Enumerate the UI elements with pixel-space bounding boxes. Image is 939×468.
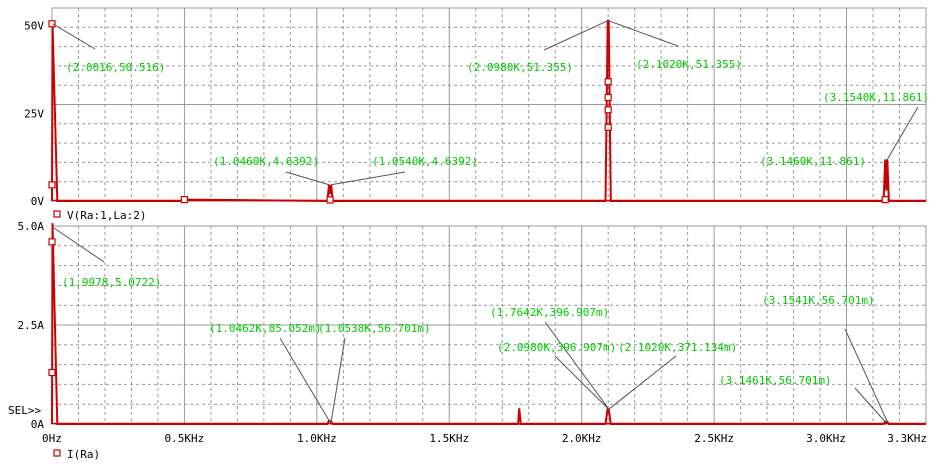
data-label: (3.1461K,56.701m) xyxy=(719,374,832,387)
x-axis-ticks: 0Hz 0.5KHz 1.0KHz 1.5KHz 2.0KHz 2.5KHz 3.0KHz 3… xyxy=(42,432,927,445)
annotation-leader xyxy=(52,23,96,50)
data-marker xyxy=(180,195,189,204)
voltage-panel: (2.0016,50.516) (2.0980K,51.355) (2.1020K,… xyxy=(24,7,929,222)
y-tick-label: 25V xyxy=(24,107,44,120)
data-label: (1.9978,5.0722) xyxy=(62,276,161,289)
x-tick-label: 0.5KHz xyxy=(165,432,205,445)
y-tick-label: 50V xyxy=(24,20,44,33)
series-line xyxy=(51,223,926,425)
y-tick-label: 0V xyxy=(31,195,45,208)
x-tick-label: 3.0KHz xyxy=(806,432,846,445)
data-marker xyxy=(326,196,334,204)
data-label: (3.1541K,56.701m) xyxy=(762,294,875,307)
data-marker xyxy=(48,368,56,377)
voltage-legend-marker xyxy=(53,210,61,218)
current-legend-label: I(Ra) xyxy=(67,448,100,461)
data-label: (2.1020K,371.134m) xyxy=(618,341,737,354)
annotation-leader xyxy=(330,337,346,422)
annotation-leader xyxy=(331,171,406,186)
annotation-leader xyxy=(279,337,330,421)
y-tick-label: 2.5A xyxy=(18,319,45,332)
annotation-leader xyxy=(52,226,105,263)
data-marker xyxy=(604,93,612,102)
data-marker xyxy=(604,106,612,114)
annotation-leader xyxy=(608,20,679,47)
voltage-legend-label: V(Ra:1,La:2) xyxy=(67,209,146,222)
x-tick-label: 3.3KHz xyxy=(887,432,927,445)
data-label: (1.0538K,56.701m) xyxy=(318,322,431,335)
data-label: (3.1460K,11.861) xyxy=(760,155,866,168)
data-marker xyxy=(604,123,612,131)
voltage-legend: V(Ra:1,La:2) xyxy=(53,209,146,222)
data-label: (1.0460K,4.6392) xyxy=(213,155,319,168)
data-label: (3.1540K,11.861) xyxy=(823,91,929,104)
data-label: (1.0462K,85.052m) xyxy=(209,322,322,335)
annotation-leader xyxy=(544,321,609,409)
data-label: (1.0540K,4.6392) xyxy=(372,155,478,168)
y-tick-label: 5.0A xyxy=(18,220,45,233)
data-label: (2.0980K,51.355) xyxy=(467,61,573,74)
annotation-leader xyxy=(844,328,888,422)
annotation-leader xyxy=(854,387,886,423)
data-label: (1.7642K,396.907m) xyxy=(490,306,609,319)
annotation-leader xyxy=(554,355,609,409)
annotation-leader xyxy=(543,20,608,51)
x-tick-label: 1.5KHz xyxy=(429,432,469,445)
x-tick-label: 2.5KHz xyxy=(694,432,734,445)
annotation-leader xyxy=(285,171,330,186)
selection-marker: SEL>> xyxy=(8,404,41,417)
data-label: (2.0980K,396.907m) xyxy=(497,341,616,354)
series-line xyxy=(51,19,926,203)
data-marker xyxy=(881,195,889,204)
current-legend: I(Ra) xyxy=(53,448,100,461)
data-marker xyxy=(604,78,612,86)
data-marker xyxy=(48,20,56,28)
data-label: (2.1020K,51.355) xyxy=(636,58,742,71)
annotation-leader xyxy=(886,106,919,160)
data-marker xyxy=(48,181,56,189)
current-legend-marker xyxy=(53,449,61,457)
current-panel: (1.9978,5.0722) (1.0462K,85.052m)(1.0538K… xyxy=(8,220,927,461)
y-tick-label: 0A xyxy=(31,418,45,431)
x-tick-label: 1.0KHz xyxy=(297,432,337,445)
data-marker xyxy=(48,238,56,246)
annotation-leader xyxy=(608,355,677,410)
data-label: (2.0016,50.516) xyxy=(66,61,165,74)
x-tick-label: 2.0KHz xyxy=(562,432,602,445)
x-tick-label: 0Hz xyxy=(42,432,62,445)
